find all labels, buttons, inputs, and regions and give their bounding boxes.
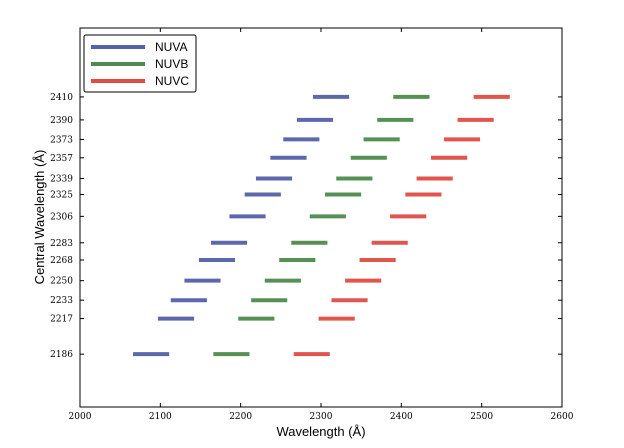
x-tick-label: 2400 <box>390 412 413 422</box>
x-tick-label: 2300 <box>310 412 333 422</box>
legend: NUVA NUVB NUVC <box>83 34 197 93</box>
plot-frame <box>79 27 563 408</box>
x-tick-label: 2500 <box>470 412 493 422</box>
ticks-layer: 2000 2100 2200 2300 2400 2500 2600 2186 2217 2233… <box>50 28 574 422</box>
y-tick-label: 2283 <box>50 239 73 249</box>
y-tick-label: 2390 <box>50 116 73 126</box>
x-tick-label: 2100 <box>149 412 172 422</box>
y-tick-label: 2410 <box>50 93 73 103</box>
legend-label-nuva: NUVA <box>155 40 187 54</box>
x-tick-label: 2000 <box>69 412 92 422</box>
legend-label-nuvb: NUVB <box>155 57 188 71</box>
y-tick-label: 2325 <box>50 191 73 201</box>
bars-layer <box>133 94 510 357</box>
x-axis-label: Wavelength (Å) <box>276 424 365 439</box>
y-tick-label: 2268 <box>50 256 73 266</box>
y-tick-label: 2233 <box>50 296 73 306</box>
y-tick-label: 2357 <box>50 154 73 164</box>
y-tick-label: 2250 <box>50 277 73 287</box>
legend-label-nuvc: NUVC <box>155 74 189 88</box>
y-tick-label: 2217 <box>50 315 73 325</box>
x-tick-label: 2600 <box>551 412 574 422</box>
x-tick-label: 2200 <box>229 412 252 422</box>
y-tick-label: 2339 <box>50 174 73 184</box>
y-tick-label: 2186 <box>50 350 73 360</box>
y-tick-label: 2306 <box>50 212 73 222</box>
y-axis-label: Central Wavelength (Å) <box>32 150 47 285</box>
y-tick-label: 2373 <box>50 135 73 145</box>
